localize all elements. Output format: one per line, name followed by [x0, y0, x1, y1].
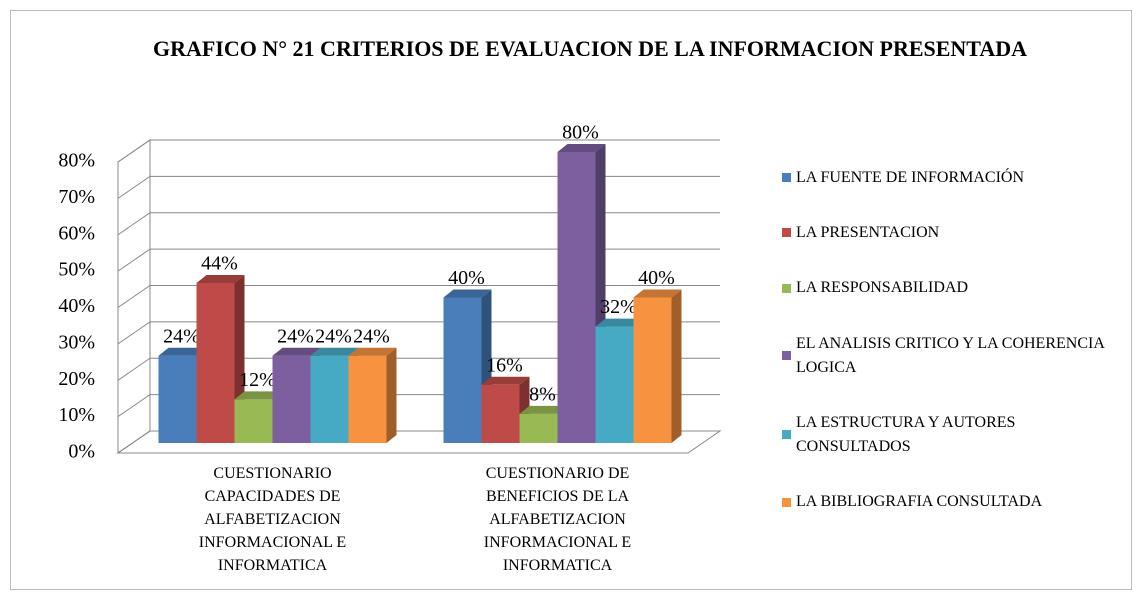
legend-item: LA FUENTE DE INFORMACIÓN [782, 166, 1127, 190]
data-label: 32% [600, 296, 637, 318]
x-tick-label: CUESTIONARIO DE BENEFICIOS DE LA ALFABET… [483, 465, 632, 574]
data-label: 80% [562, 122, 599, 144]
chart-border [10, 10, 1132, 590]
grid-line [117, 139, 720, 163]
legend-label: LA ESTRUCTURA Y AUTORES CONSULTADOS [796, 413, 1016, 455]
legend-label: LA RESPONSABILIDAD [796, 279, 969, 297]
legend-item: EL ANALISIS CRITICO Y LA COHERENCIA LOGI… [782, 332, 1127, 380]
grid-line [117, 285, 720, 308]
grid-line [117, 212, 720, 236]
data-label: 12% [239, 369, 276, 391]
bar-front [633, 297, 672, 443]
data-label: 24% [315, 325, 352, 347]
data-label: 16% [486, 354, 523, 376]
legend-swatch [782, 228, 791, 238]
bar-top [158, 347, 207, 356]
y-tick-label: 0% [68, 441, 95, 463]
legend-item: LA ESTRUCTURA Y AUTORES CONSULTADOS [782, 411, 1127, 459]
legend-label: LA PRESENTACION [796, 223, 940, 241]
bar-front [557, 152, 596, 443]
grid-line [117, 248, 720, 272]
bar-side [386, 347, 397, 443]
legend-swatch [782, 497, 791, 507]
y-tick-label: 10% [58, 404, 95, 426]
bar-front [595, 326, 634, 443]
y-tick-label: 50% [58, 259, 95, 281]
bar-top [443, 289, 492, 298]
legend-label: LA BIBLIOGRAFIA CONSULTADA [796, 493, 1043, 511]
y-tick-label: 80% [58, 150, 95, 172]
y-tick-label: 30% [58, 331, 95, 353]
legend-item: LA RESPONSABILIDAD [782, 276, 1127, 300]
data-label: 24% [163, 325, 200, 347]
bar-front [272, 355, 311, 443]
y-tick-label: 70% [58, 186, 95, 208]
bar-top [196, 274, 245, 283]
bar [196, 274, 245, 443]
data-label: 24% [277, 325, 314, 347]
legend-label: EL ANALISIS CRITICO Y LA COHERENCIA LOGI… [796, 334, 1104, 376]
bar-front [481, 384, 520, 443]
bar-front [443, 297, 482, 443]
bar-front [196, 282, 235, 443]
bar-top [519, 405, 568, 414]
legend-item: LA BIBLIOGRAFIA CONSULTADA [782, 490, 1127, 514]
grid-line [117, 175, 720, 199]
y-tick-label: 60% [58, 222, 95, 244]
bar-top [234, 391, 283, 400]
data-label: 8% [529, 383, 556, 405]
bar-front [158, 355, 197, 443]
bar-top [557, 144, 606, 152]
grid-line [117, 321, 720, 345]
bar-side [671, 289, 682, 443]
bar-front [234, 399, 273, 443]
legend-swatch [782, 173, 791, 183]
bar-top [595, 318, 644, 327]
data-label: 24% [353, 325, 390, 347]
legend: LA FUENTE DE INFORMACIÓN LA PRESENTACION L… [782, 150, 1127, 530]
legend-label: LA FUENTE DE INFORMACIÓN [796, 168, 1024, 186]
grid-line [117, 357, 720, 381]
bar-top [272, 347, 321, 356]
bar-front [519, 413, 558, 443]
bar-top [633, 289, 682, 298]
data-label: 44% [201, 253, 238, 275]
x-tick-label: CUESTIONARIO CAPACIDADES DE ALFABETIZACI… [198, 465, 347, 574]
bar-top [310, 347, 359, 356]
chart-title: GRAFICO N° 21 CRITERIOS DE EVALUACION DE… [152, 36, 1028, 61]
legend-item: LA PRESENTACION [782, 221, 1127, 245]
legend-swatch [782, 283, 791, 293]
bar-top [348, 347, 397, 356]
bar-front [348, 355, 387, 443]
legend-swatch [782, 351, 791, 361]
y-tick-label: 20% [58, 368, 95, 390]
bar-top [481, 376, 530, 385]
bar-front [310, 355, 349, 443]
grid-line [117, 394, 720, 418]
y-tick-label: 40% [58, 295, 95, 317]
data-label: 40% [638, 267, 675, 289]
bar [348, 347, 397, 443]
data-label: 40% [448, 267, 485, 289]
bar [633, 289, 682, 443]
legend-swatch [782, 430, 791, 440]
